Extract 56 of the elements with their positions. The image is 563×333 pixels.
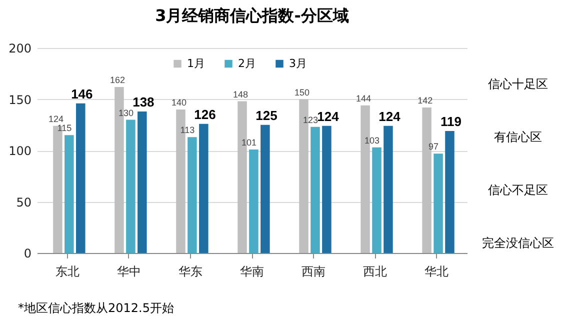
data-label: 124: [378, 108, 402, 124]
text: 信心十足区: [487, 76, 549, 93]
data-label: 144: [356, 93, 372, 104]
x-tick-label: 东北: [55, 264, 80, 278]
y-tick-label: 200: [8, 42, 32, 56]
bar: [260, 124, 270, 253]
y-tick-label: 0: [24, 246, 32, 260]
bar: [76, 103, 86, 253]
data-label: 123: [303, 114, 318, 125]
data-label: 138: [132, 94, 154, 110]
bar: [199, 124, 208, 253]
text: 完全没信心区: [481, 235, 555, 252]
bar: [64, 135, 74, 253]
data-label: 126: [194, 106, 216, 122]
data-label: 130: [118, 108, 134, 118]
data-label: 119: [440, 114, 462, 130]
text: 有信心区: [493, 129, 543, 146]
bar: [126, 120, 136, 253]
bar: [188, 137, 197, 253]
x-tick-label: 华南: [240, 264, 264, 278]
data-label: 113: [180, 125, 195, 136]
legend-label: 1月: [187, 56, 205, 70]
x-tick-label: 华中: [116, 264, 141, 278]
bar: [445, 131, 454, 253]
data-label: 101: [241, 137, 257, 148]
data-label: 146: [71, 86, 93, 102]
x-tick-label: 华北: [424, 264, 449, 278]
bar: [384, 126, 393, 253]
data-label: 140: [172, 98, 187, 108]
data-label: 142: [418, 95, 433, 106]
data-label: 97: [428, 142, 439, 152]
bar: [138, 112, 147, 253]
text: 信心不足区: [487, 182, 549, 199]
data-label: 103: [364, 135, 380, 146]
x-tick-label: 西南: [302, 264, 326, 278]
text: *地区信心指数从2012.5开始: [18, 300, 174, 317]
legend-label: 3月: [289, 56, 307, 70]
bar: [434, 154, 443, 253]
x-tick-label: 华东: [178, 264, 202, 278]
data-label: 162: [110, 74, 126, 85]
data-label: 124: [317, 108, 340, 124]
data-label: 148: [233, 89, 248, 100]
y-tick-label: 50: [16, 195, 32, 210]
y-tick-label: 100: [8, 144, 32, 158]
legend-label: 2月: [238, 56, 256, 70]
bar: [372, 147, 382, 253]
y-tick-label: 150: [8, 92, 32, 107]
bar: [310, 126, 320, 253]
data-label: 124: [48, 114, 64, 124]
data-label: 150: [294, 87, 310, 98]
bar: [322, 126, 332, 253]
data-label: 115: [57, 123, 72, 134]
x-tick-label: 西北: [363, 264, 388, 278]
bar: [249, 149, 258, 253]
chart-title: 3月经销商信心指数-分区域: [155, 6, 349, 25]
data-label: 125: [256, 108, 278, 123]
